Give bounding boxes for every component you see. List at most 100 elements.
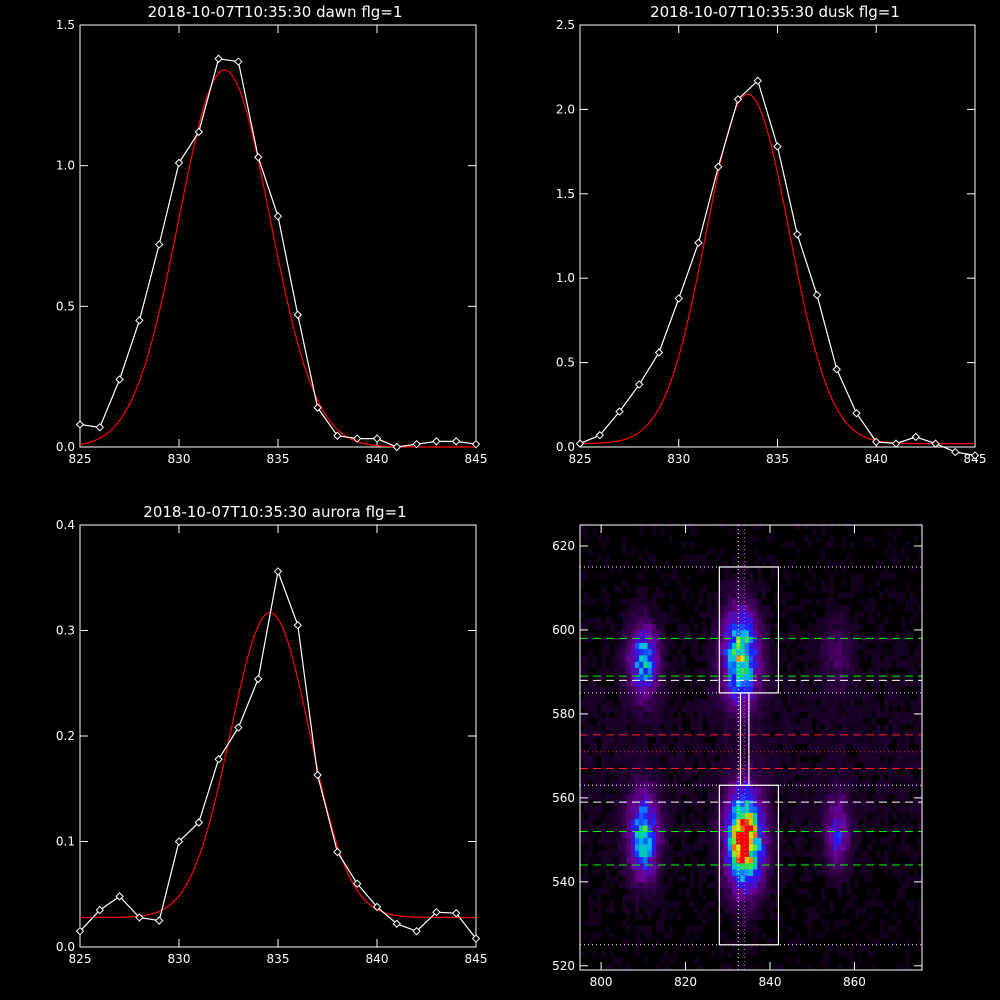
- heatmap-cell: [609, 705, 615, 713]
- heatmap-cell: [867, 611, 872, 618]
- heatmap-cell: [858, 925, 864, 933]
- heatmap-cell: [786, 592, 792, 599]
- heatmap-cell: [770, 743, 775, 750]
- heatmap-cell: [770, 623, 775, 631]
- heatmap-cell: [622, 869, 627, 876]
- heatmap-cell: [837, 623, 843, 631]
- heatmap-cell: [791, 674, 796, 681]
- heatmap-cell: [748, 724, 754, 731]
- heatmap-cell: [651, 900, 657, 908]
- heatmap-cell: [580, 787, 585, 794]
- heatmap-cell: [917, 554, 923, 561]
- heatmap-cell: [837, 806, 843, 813]
- heatmap-cell: [770, 806, 775, 813]
- heatmap-cell: [824, 818, 830, 826]
- heatmap-cell: [820, 793, 826, 801]
- heatmap-cell: [837, 749, 843, 757]
- heatmap-cell: [892, 705, 897, 713]
- heatmap-cell: [643, 932, 648, 939]
- heatmap-cell: [858, 705, 864, 713]
- heatmap-cell: [630, 692, 636, 700]
- heatmap-cell: [786, 831, 792, 839]
- heatmap-cell: [702, 743, 707, 750]
- heatmap-cell: [875, 888, 881, 895]
- heatmap-cell: [689, 944, 695, 952]
- heatmap-cell: [837, 888, 843, 895]
- heatmap-cell: [778, 831, 783, 839]
- heatmap-cell: [656, 648, 661, 656]
- heatmap-cell: [706, 636, 712, 643]
- heatmap-cell: [719, 560, 724, 568]
- heatmap-cell: [765, 554, 771, 561]
- heatmap-cell: [761, 818, 767, 826]
- heatmap-cell: [875, 636, 881, 643]
- heatmap-cell: [808, 850, 813, 857]
- heatmap-cell: [905, 818, 910, 826]
- heatmap-cell: [765, 900, 771, 908]
- heatmap-cell: [643, 749, 648, 757]
- heatmap-cell: [820, 579, 826, 587]
- heatmap-cell: [736, 711, 741, 719]
- heatmap-cell: [626, 611, 631, 618]
- heatmap-cell: [609, 623, 615, 631]
- heatmap-cell: [618, 674, 623, 681]
- heatmap-cell: [706, 831, 712, 839]
- heatmap-cell: [702, 831, 707, 839]
- heatmap-cell: [879, 932, 885, 939]
- heatmap-cell: [799, 674, 805, 681]
- heatmap-cell: [727, 913, 733, 920]
- heatmap-cell: [639, 529, 644, 536]
- heatmap-cell: [816, 825, 821, 832]
- heatmap-cell: [786, 938, 792, 946]
- heatmap-cell: [580, 793, 585, 801]
- heatmap-cell: [639, 611, 644, 618]
- heatmap-cell: [634, 692, 640, 700]
- heatmap-cell: [820, 781, 826, 788]
- heatmap-cell: [710, 951, 716, 958]
- heatmap-cell: [862, 737, 868, 744]
- heatmap-cell: [630, 548, 636, 555]
- heatmap-cell: [592, 812, 598, 820]
- heatmap-cell: [909, 592, 914, 599]
- heatmap-cell: [677, 806, 682, 813]
- heatmap-cell: [660, 749, 665, 757]
- heatmap-cell: [799, 774, 805, 782]
- heatmap-cell: [850, 963, 855, 971]
- heatmap-cell: [727, 781, 733, 788]
- heatmap-cell: [778, 850, 783, 857]
- heatmap-cell: [884, 548, 889, 555]
- heatmap-cell: [605, 749, 610, 757]
- heatmap-cell: [803, 806, 809, 813]
- heatmap-cell: [622, 686, 627, 694]
- heatmap-cell: [757, 818, 762, 826]
- heatmap-cell: [685, 831, 691, 839]
- heatmap-cell: [719, 781, 724, 788]
- heatmap-cell: [791, 825, 796, 832]
- heatmap-cell: [841, 623, 847, 631]
- heatmap-cell: [639, 730, 644, 738]
- heatmap-cell: [846, 617, 851, 624]
- heatmap-cell: [744, 560, 750, 568]
- heatmap-cell: [727, 938, 733, 946]
- heatmap-cell: [905, 862, 910, 870]
- y-tick-label: 560: [552, 791, 575, 805]
- heatmap-cell: [710, 617, 716, 624]
- heatmap-cell: [892, 755, 897, 763]
- heatmap-cell: [706, 818, 712, 826]
- heatmap-cell: [803, 730, 809, 738]
- heatmap-cell: [917, 661, 923, 668]
- heatmap-cell: [681, 762, 686, 769]
- heatmap-cell: [799, 888, 805, 895]
- heatmap-cell: [609, 881, 615, 889]
- heatmap-cell: [601, 718, 606, 725]
- heatmap-cell: [858, 724, 864, 731]
- heatmap-cell: [647, 699, 653, 706]
- data-point: [234, 723, 243, 732]
- heatmap-cell: [748, 661, 754, 668]
- heatmap-cell: [660, 837, 665, 845]
- heatmap-cell: [871, 793, 876, 801]
- heatmap-cell: [660, 686, 665, 694]
- heatmap-cell: [770, 680, 775, 687]
- heatmap-cell: [609, 812, 615, 820]
- data-point: [451, 909, 461, 918]
